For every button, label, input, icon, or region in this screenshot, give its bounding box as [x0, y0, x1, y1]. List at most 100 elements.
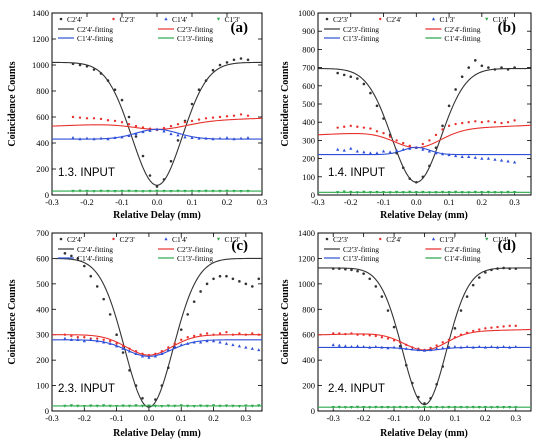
data-point [493, 121, 497, 124]
data-point [69, 404, 73, 408]
data-point [251, 332, 254, 335]
data-point [343, 344, 347, 348]
data-point [467, 154, 471, 158]
data-point [218, 332, 222, 335]
fit-line-c23-fitting [52, 334, 262, 356]
data-point [398, 344, 402, 348]
data-point [375, 151, 379, 155]
data-point [473, 190, 477, 194]
data-point [140, 354, 145, 358]
data-point [460, 121, 464, 125]
data-point [154, 352, 157, 355]
y-tick-label: 200 [302, 154, 315, 164]
data-point [162, 178, 166, 181]
data-point [513, 119, 516, 122]
data-point [99, 72, 103, 75]
data-point [192, 404, 196, 408]
data-point [332, 332, 335, 335]
data-point [342, 73, 346, 77]
data-point [477, 405, 481, 409]
data-point [506, 68, 510, 71]
data-point [471, 405, 475, 409]
data-point [513, 191, 517, 195]
legend-entry: C1'3'-fitting [177, 254, 213, 263]
y-tick-label: 900 [302, 26, 315, 36]
data-point [127, 189, 131, 193]
data-point [179, 328, 183, 331]
data-point [416, 406, 421, 410]
x-tick-label: -0.3 [45, 197, 58, 207]
legend-entry: C2'3'-fitting [177, 245, 213, 254]
data-point [480, 156, 484, 160]
data-point [85, 136, 89, 140]
data-point [454, 88, 457, 91]
plot-area [318, 266, 531, 410]
data-point [169, 190, 173, 194]
data-point [246, 114, 250, 117]
data-point [63, 404, 67, 408]
data-point [331, 405, 335, 409]
data-point [401, 147, 405, 151]
legend-entry: C1'4'-fitting [444, 34, 480, 43]
data-point [167, 346, 170, 349]
y-tick-label: 0 [45, 406, 49, 416]
data-point [231, 343, 235, 347]
data-point [411, 346, 414, 349]
data-point [388, 133, 392, 137]
data-point [99, 117, 103, 121]
data-point [134, 124, 138, 128]
data-point [92, 117, 96, 120]
data-point [374, 285, 378, 288]
legend-entry: C2'4' [386, 235, 402, 244]
plot-area [318, 59, 531, 195]
data-point [369, 91, 372, 95]
data-point [423, 402, 426, 405]
data-point [239, 57, 243, 60]
series-c24 [332, 324, 517, 352]
data-point [453, 344, 457, 348]
y-tick-label: 600 [36, 112, 49, 122]
data-point [408, 144, 411, 148]
x-tick-label: 0.0 [419, 413, 430, 423]
legend-marker [485, 237, 489, 241]
panel-label: (d) [498, 238, 516, 254]
data-point [82, 339, 86, 343]
data-point [349, 75, 353, 78]
data-point [392, 345, 396, 349]
data-point [120, 121, 124, 124]
series-c14 [71, 127, 250, 141]
data-point [211, 68, 215, 72]
data-point [141, 126, 145, 129]
data-point [502, 266, 505, 270]
data-point [134, 189, 138, 193]
data-point [218, 136, 222, 140]
data-point [127, 404, 132, 408]
data-point [350, 268, 353, 272]
data-point [134, 351, 138, 355]
data-point [477, 344, 481, 348]
data-point [362, 126, 366, 129]
legend-marker [485, 17, 489, 21]
data-point [205, 282, 209, 286]
data-point [484, 271, 487, 274]
data-point [147, 404, 151, 408]
data-point [460, 191, 464, 195]
x-tick-label: -0.3 [45, 413, 58, 423]
y-tick-label: 200 [302, 381, 315, 391]
data-point [127, 134, 131, 138]
data-point [380, 295, 384, 298]
data-point [506, 159, 510, 163]
legend-entry: C1'4'-fitting [444, 254, 480, 263]
x-tick-label: -0.3 [311, 197, 324, 207]
data-point [199, 404, 203, 408]
y-tick-label: 400 [302, 117, 315, 127]
data-point [78, 116, 82, 119]
data-point [154, 398, 157, 401]
data-point [447, 124, 451, 128]
legend-entry: C2'4'-fitting [77, 245, 113, 254]
data-point [244, 404, 248, 408]
data-point [106, 137, 110, 141]
y-tick-label: 200 [36, 164, 49, 174]
data-point [502, 325, 505, 328]
data-point [398, 405, 402, 409]
